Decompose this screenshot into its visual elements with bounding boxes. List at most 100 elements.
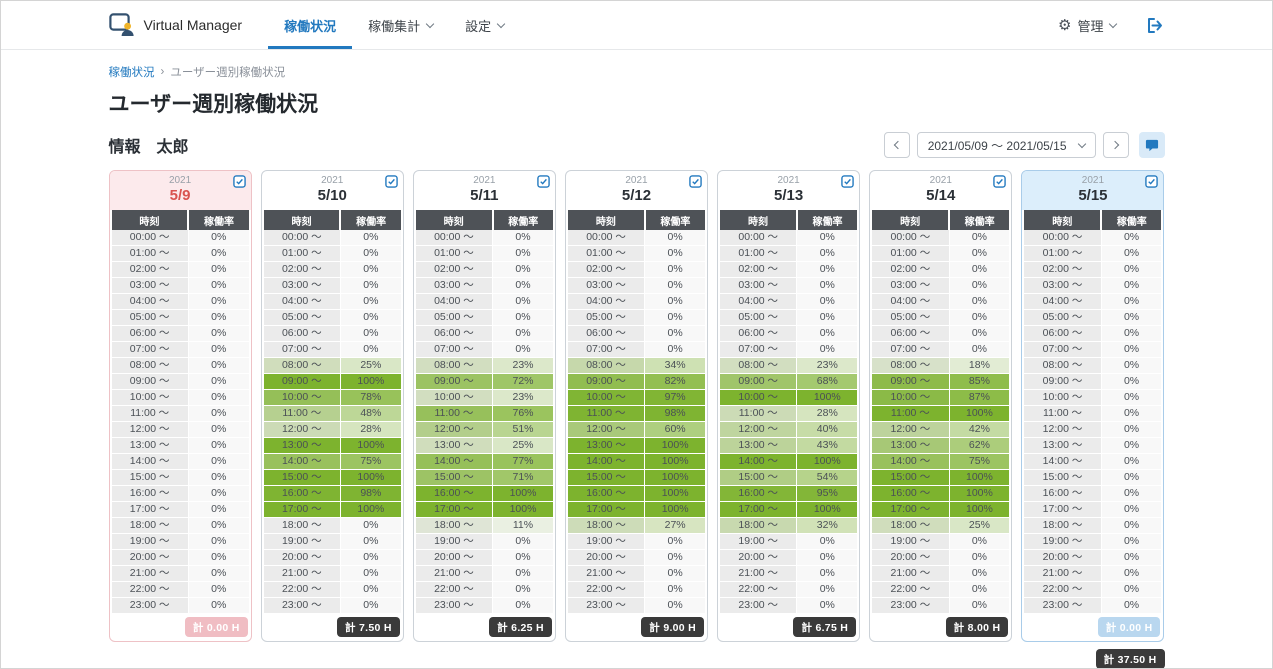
rate-row: 19:00 ～0% [416, 534, 553, 550]
calendar-check-icon[interactable] [385, 175, 398, 188]
rate-cell: 0% [949, 582, 1009, 598]
rate-row: 17:00 ～100% [568, 502, 705, 518]
rate-cell: 0% [188, 422, 248, 438]
comment-button[interactable] [1139, 132, 1165, 158]
time-cell: 16:00 ～ [112, 486, 189, 502]
time-cell: 08:00 ～ [416, 358, 493, 374]
time-cell: 10:00 ～ [1024, 390, 1101, 406]
app-logo[interactable]: Virtual Manager [109, 1, 243, 49]
time-cell: 20:00 ～ [416, 550, 493, 566]
nav-item-label: 設定 [465, 16, 491, 35]
rate-cell: 0% [340, 598, 400, 614]
rate-cell: 0% [949, 278, 1009, 294]
rate-row: 22:00 ～0% [416, 582, 553, 598]
rate-row: 00:00 ～0% [872, 230, 1009, 246]
rate-row: 07:00 ～0% [416, 342, 553, 358]
calendar-check-icon[interactable] [537, 175, 550, 188]
time-cell: 05:00 ～ [568, 310, 645, 326]
rate-cell: 0% [493, 278, 553, 294]
day-date: 5/12 [566, 187, 707, 205]
time-cell: 20:00 ～ [1024, 550, 1101, 566]
day-card-header: 20215/14 [870, 171, 1011, 210]
rate-row: 20:00 ～0% [112, 550, 249, 566]
rate-cell: 100% [797, 390, 857, 406]
col-rate-header: 稼働率 [493, 210, 553, 230]
rate-row: 17:00 ～100% [264, 502, 401, 518]
logout-button[interactable] [1146, 17, 1165, 34]
rate-row: 04:00 ～0% [264, 294, 401, 310]
day-date: 5/9 [110, 187, 251, 205]
rate-cell: 0% [645, 278, 705, 294]
rate-row: 04:00 ～0% [568, 294, 705, 310]
rate-cell: 32% [797, 518, 857, 534]
time-cell: 10:00 ～ [872, 390, 949, 406]
day-year: 2021 [414, 175, 555, 187]
col-time-header: 時刻 [568, 210, 645, 230]
calendar-check-icon[interactable] [841, 175, 854, 188]
rate-cell: 0% [188, 406, 248, 422]
time-cell: 03:00 ～ [416, 278, 493, 294]
rate-cell: 0% [493, 550, 553, 566]
time-cell: 10:00 ～ [568, 390, 645, 406]
rate-row: 19:00 ～0% [568, 534, 705, 550]
rate-row: 13:00 ～100% [568, 438, 705, 454]
calendar-check-icon[interactable] [993, 175, 1006, 188]
time-cell: 22:00 ～ [568, 582, 645, 598]
time-cell: 05:00 ～ [264, 310, 341, 326]
rate-row: 06:00 ～0% [112, 326, 249, 342]
rate-row: 07:00 ～0% [872, 342, 1009, 358]
rate-row: 08:00 ～0% [112, 358, 249, 374]
day-total-badge: 計 7.50 H [337, 617, 400, 637]
rate-row: 14:00 ～100% [568, 454, 705, 470]
date-range-select[interactable]: 2021/05/09 ～ 2021/05/15 [917, 132, 1096, 158]
main-content: 稼働状況 › ユーザー週別稼働状況 ユーザー週別稼働状況 情報 太郎 2021/… [109, 50, 1165, 669]
rate-cell: 0% [1101, 374, 1161, 390]
time-cell: 04:00 ～ [264, 294, 341, 310]
breadcrumb-link-status[interactable]: 稼働状況 [109, 64, 155, 80]
time-cell: 06:00 ～ [112, 326, 189, 342]
rate-cell: 42% [949, 422, 1009, 438]
rate-cell: 0% [1101, 534, 1161, 550]
day-year: 2021 [870, 175, 1011, 187]
time-cell: 03:00 ～ [568, 278, 645, 294]
rate-row: 01:00 ～0% [872, 246, 1009, 262]
nav-item-settings[interactable]: 設定 [449, 1, 520, 49]
time-cell: 04:00 ～ [568, 294, 645, 310]
time-cell: 16:00 ～ [1024, 486, 1101, 502]
time-cell: 00:00 ～ [264, 230, 341, 246]
admin-menu[interactable]: ⚙ 管理 [1058, 16, 1115, 35]
time-cell: 20:00 ～ [872, 550, 949, 566]
rate-cell: 0% [1101, 598, 1161, 614]
calendar-check-icon[interactable] [1145, 175, 1158, 188]
rate-row: 21:00 ～0% [720, 566, 857, 582]
time-cell: 18:00 ～ [872, 518, 949, 534]
calendar-check-icon[interactable] [233, 175, 246, 188]
prev-week-button[interactable] [884, 132, 910, 158]
rate-cell: 0% [340, 342, 400, 358]
nav-item-operation-status[interactable]: 稼働状況 [268, 1, 352, 49]
subheader: 情報 太郎 2021/05/09 ～ 2021/05/15 [109, 132, 1165, 158]
rate-row: 23:00 ～0% [568, 598, 705, 614]
calendar-check-icon[interactable] [689, 175, 702, 188]
rate-row: 06:00 ～0% [1024, 326, 1161, 342]
rate-row: 12:00 ～0% [1024, 422, 1161, 438]
next-week-button[interactable] [1103, 132, 1129, 158]
rate-row: 08:00 ～23% [720, 358, 857, 374]
rate-cell: 0% [188, 550, 248, 566]
nav-item-operation-summary[interactable]: 稼働集計 [352, 1, 449, 49]
time-cell: 00:00 ～ [1024, 230, 1101, 246]
rate-cell: 0% [188, 310, 248, 326]
rate-row: 21:00 ～0% [1024, 566, 1161, 582]
rate-cell: 71% [493, 470, 553, 486]
rate-row: 16:00 ～100% [872, 486, 1009, 502]
rate-row: 11:00 ～76% [416, 406, 553, 422]
chevron-left-icon [893, 141, 901, 149]
rate-table: 時刻稼働率00:00 ～0%01:00 ～0%02:00 ～0%03:00 ～0… [416, 210, 553, 614]
day-card-header: 20215/13 [718, 171, 859, 210]
rate-cell: 0% [493, 566, 553, 582]
rate-cell: 0% [797, 550, 857, 566]
time-cell: 17:00 ～ [416, 502, 493, 518]
rate-row: 22:00 ～0% [1024, 582, 1161, 598]
rate-cell: 0% [645, 294, 705, 310]
rate-cell: 0% [1101, 310, 1161, 326]
